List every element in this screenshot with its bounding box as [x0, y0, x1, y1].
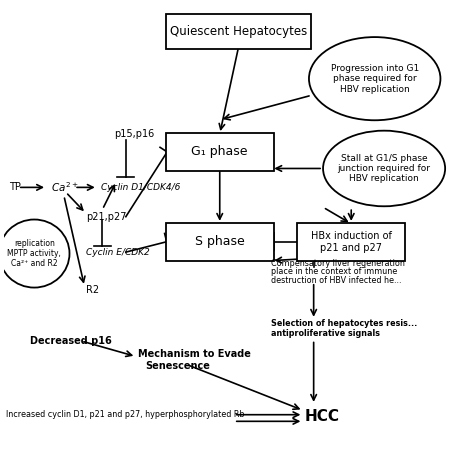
FancyBboxPatch shape	[166, 223, 274, 261]
FancyBboxPatch shape	[297, 223, 405, 261]
Ellipse shape	[323, 131, 445, 206]
Text: p21,p27: p21,p27	[86, 212, 127, 222]
Text: Progression into G1
phase required for
HBV replication: Progression into G1 phase required for H…	[330, 64, 419, 93]
Text: Decreased p16: Decreased p16	[29, 336, 111, 346]
Text: $Ca^{2+}$: $Ca^{2+}$	[51, 181, 78, 194]
Text: Increased cyclin D1, p21 and p27, hyperphosphorylated Rb: Increased cyclin D1, p21 and p27, hyperp…	[6, 410, 245, 419]
Text: HBx induction of
p21 and p27: HBx induction of p21 and p27	[311, 231, 392, 253]
Ellipse shape	[309, 37, 440, 120]
Text: p15,p16: p15,p16	[114, 129, 155, 139]
Ellipse shape	[0, 219, 70, 288]
FancyBboxPatch shape	[166, 133, 274, 171]
Text: HCC: HCC	[304, 409, 339, 424]
Text: Cyclin D1/CDK4/6: Cyclin D1/CDK4/6	[101, 183, 180, 192]
Text: G₁ phase: G₁ phase	[191, 146, 248, 158]
Text: Stall at G1/S phase
junction required for
HBV replication: Stall at G1/S phase junction required fo…	[337, 154, 430, 183]
Text: Mechanism to Evade: Mechanism to Evade	[137, 349, 250, 359]
Text: S phase: S phase	[195, 235, 245, 248]
Text: Compensatory liver regeneration: Compensatory liver regeneration	[272, 259, 405, 268]
Text: antiproliferative signals: antiproliferative signals	[272, 329, 381, 338]
Text: Cyclin E/CDK2: Cyclin E/CDK2	[86, 247, 150, 256]
Text: Selection of hepatocytes resis...: Selection of hepatocytes resis...	[272, 319, 418, 328]
FancyBboxPatch shape	[166, 14, 311, 49]
Text: destruction of HBV infected he...: destruction of HBV infected he...	[272, 275, 402, 284]
Text: R2: R2	[86, 285, 99, 295]
Text: replication
MPTP activity,
Ca²⁺ and R2: replication MPTP activity, Ca²⁺ and R2	[7, 238, 61, 268]
Text: place in the context of immune: place in the context of immune	[272, 267, 398, 276]
Text: TP: TP	[9, 182, 21, 192]
Text: Quiescent Hepatocytes: Quiescent Hepatocytes	[170, 25, 307, 38]
Text: Senescence: Senescence	[145, 361, 210, 371]
